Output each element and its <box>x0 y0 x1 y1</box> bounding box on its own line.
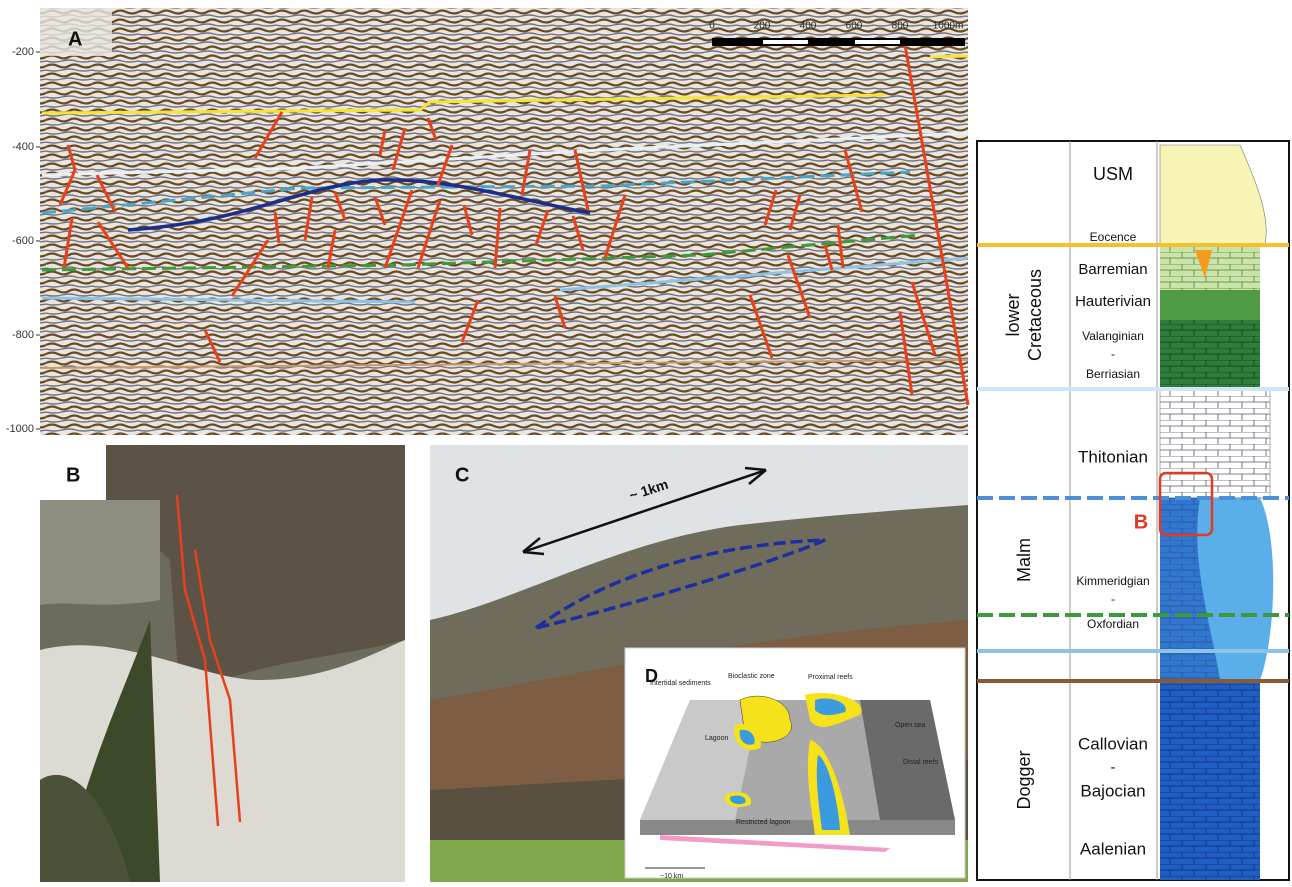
label-bg <box>40 445 106 500</box>
zone-label: Proximal reefs <box>808 674 853 681</box>
zone-label: Lagoon <box>705 735 728 742</box>
scale-label: 800 <box>892 21 909 32</box>
stage-label: Callovian <box>1078 734 1148 753</box>
panel-label: D <box>645 666 658 686</box>
era-label: Cretaceous <box>1025 269 1045 361</box>
zone-label: Bioclastic zone <box>728 673 775 680</box>
stage-label: Barremian <box>1078 261 1147 278</box>
stage-label: Aalenian <box>1080 839 1146 858</box>
panel-d: Bioclastic zone Proximal reefs Intertida… <box>624 647 966 880</box>
depth-label: -400 <box>12 141 34 153</box>
distance-arrow <box>522 468 767 554</box>
panel-label: B <box>66 464 80 486</box>
stage-label: Berriasian <box>1086 367 1140 381</box>
stage-label: Eocence <box>1090 230 1137 244</box>
depth-label: -1000 <box>6 423 34 435</box>
zone-label: Intertidal sediments <box>650 680 711 687</box>
panel-a: -200 -400 -600 -800 -1000 <box>6 8 970 435</box>
zone-label: Open sea <box>895 722 925 729</box>
era-label: Malm <box>1014 538 1034 582</box>
zone-label: Restricted lagoon <box>736 819 791 826</box>
era-label: lower <box>1003 293 1023 336</box>
marker-label: B <box>1134 511 1148 533</box>
scale-label: 0 <box>709 21 715 32</box>
label-bg <box>40 8 112 56</box>
panel-label: A <box>68 28 82 50</box>
horizons <box>41 54 969 369</box>
stage-label: - <box>1111 347 1115 361</box>
stage-label: Hauterivian <box>1075 293 1151 310</box>
scale-label: 400 <box>800 21 817 32</box>
scale-label: 1000m <box>933 21 964 32</box>
stage-label: Thitonian <box>1078 447 1148 466</box>
panel-label: C <box>455 464 469 486</box>
faults <box>58 44 970 406</box>
stage-label: Kimmeridgian <box>1076 574 1149 588</box>
stage-label: Oxfordian <box>1087 617 1139 631</box>
strat-column: B USM Eocence Barremian Hauterivian Valangin… <box>976 140 1290 881</box>
scale-label: ~10 km <box>660 873 683 880</box>
scale-label: 600 <box>846 21 863 32</box>
era-label: Dogger <box>1014 750 1034 809</box>
stage-label: - <box>1111 759 1116 776</box>
zone-label: Distal reefs <box>903 759 939 766</box>
depth-label: -600 <box>12 235 34 247</box>
scale-bar <box>712 38 965 46</box>
stage-label: Bajocian <box>1080 781 1145 800</box>
depth-label: -200 <box>12 46 34 58</box>
seismic-image <box>40 8 968 435</box>
stage-label: USM <box>1093 164 1133 184</box>
stage-label: - <box>1111 592 1115 606</box>
scale-label: 200 <box>754 21 771 32</box>
boundaries <box>977 243 1289 683</box>
marker-box <box>1158 471 1214 537</box>
panel-b: B <box>40 445 405 882</box>
stage-label: Valanginian <box>1082 329 1144 343</box>
depth-label: -800 <box>12 329 34 341</box>
